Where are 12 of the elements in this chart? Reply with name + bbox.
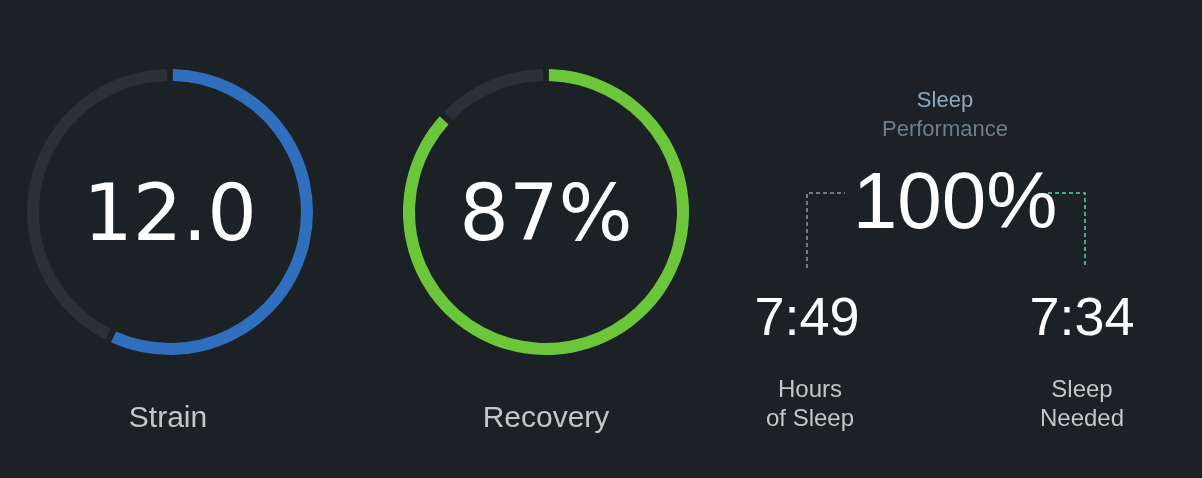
text: Sleep Performance bbox=[882, 87, 1008, 141]
text: Recovery bbox=[482, 400, 610, 433]
text: 87% bbox=[459, 168, 633, 258]
text: 12.0 bbox=[83, 168, 257, 258]
text: Hours of Sleep bbox=[765, 375, 855, 431]
text: 100% bbox=[852, 156, 1058, 245]
text: Sleep Needed bbox=[1039, 375, 1125, 431]
text: 7:34 bbox=[1029, 286, 1135, 346]
donut-slice bbox=[403, 69, 689, 355]
text: 7:49 bbox=[754, 286, 860, 346]
text: Strain bbox=[128, 400, 208, 433]
donut-slice bbox=[443, 69, 544, 121]
